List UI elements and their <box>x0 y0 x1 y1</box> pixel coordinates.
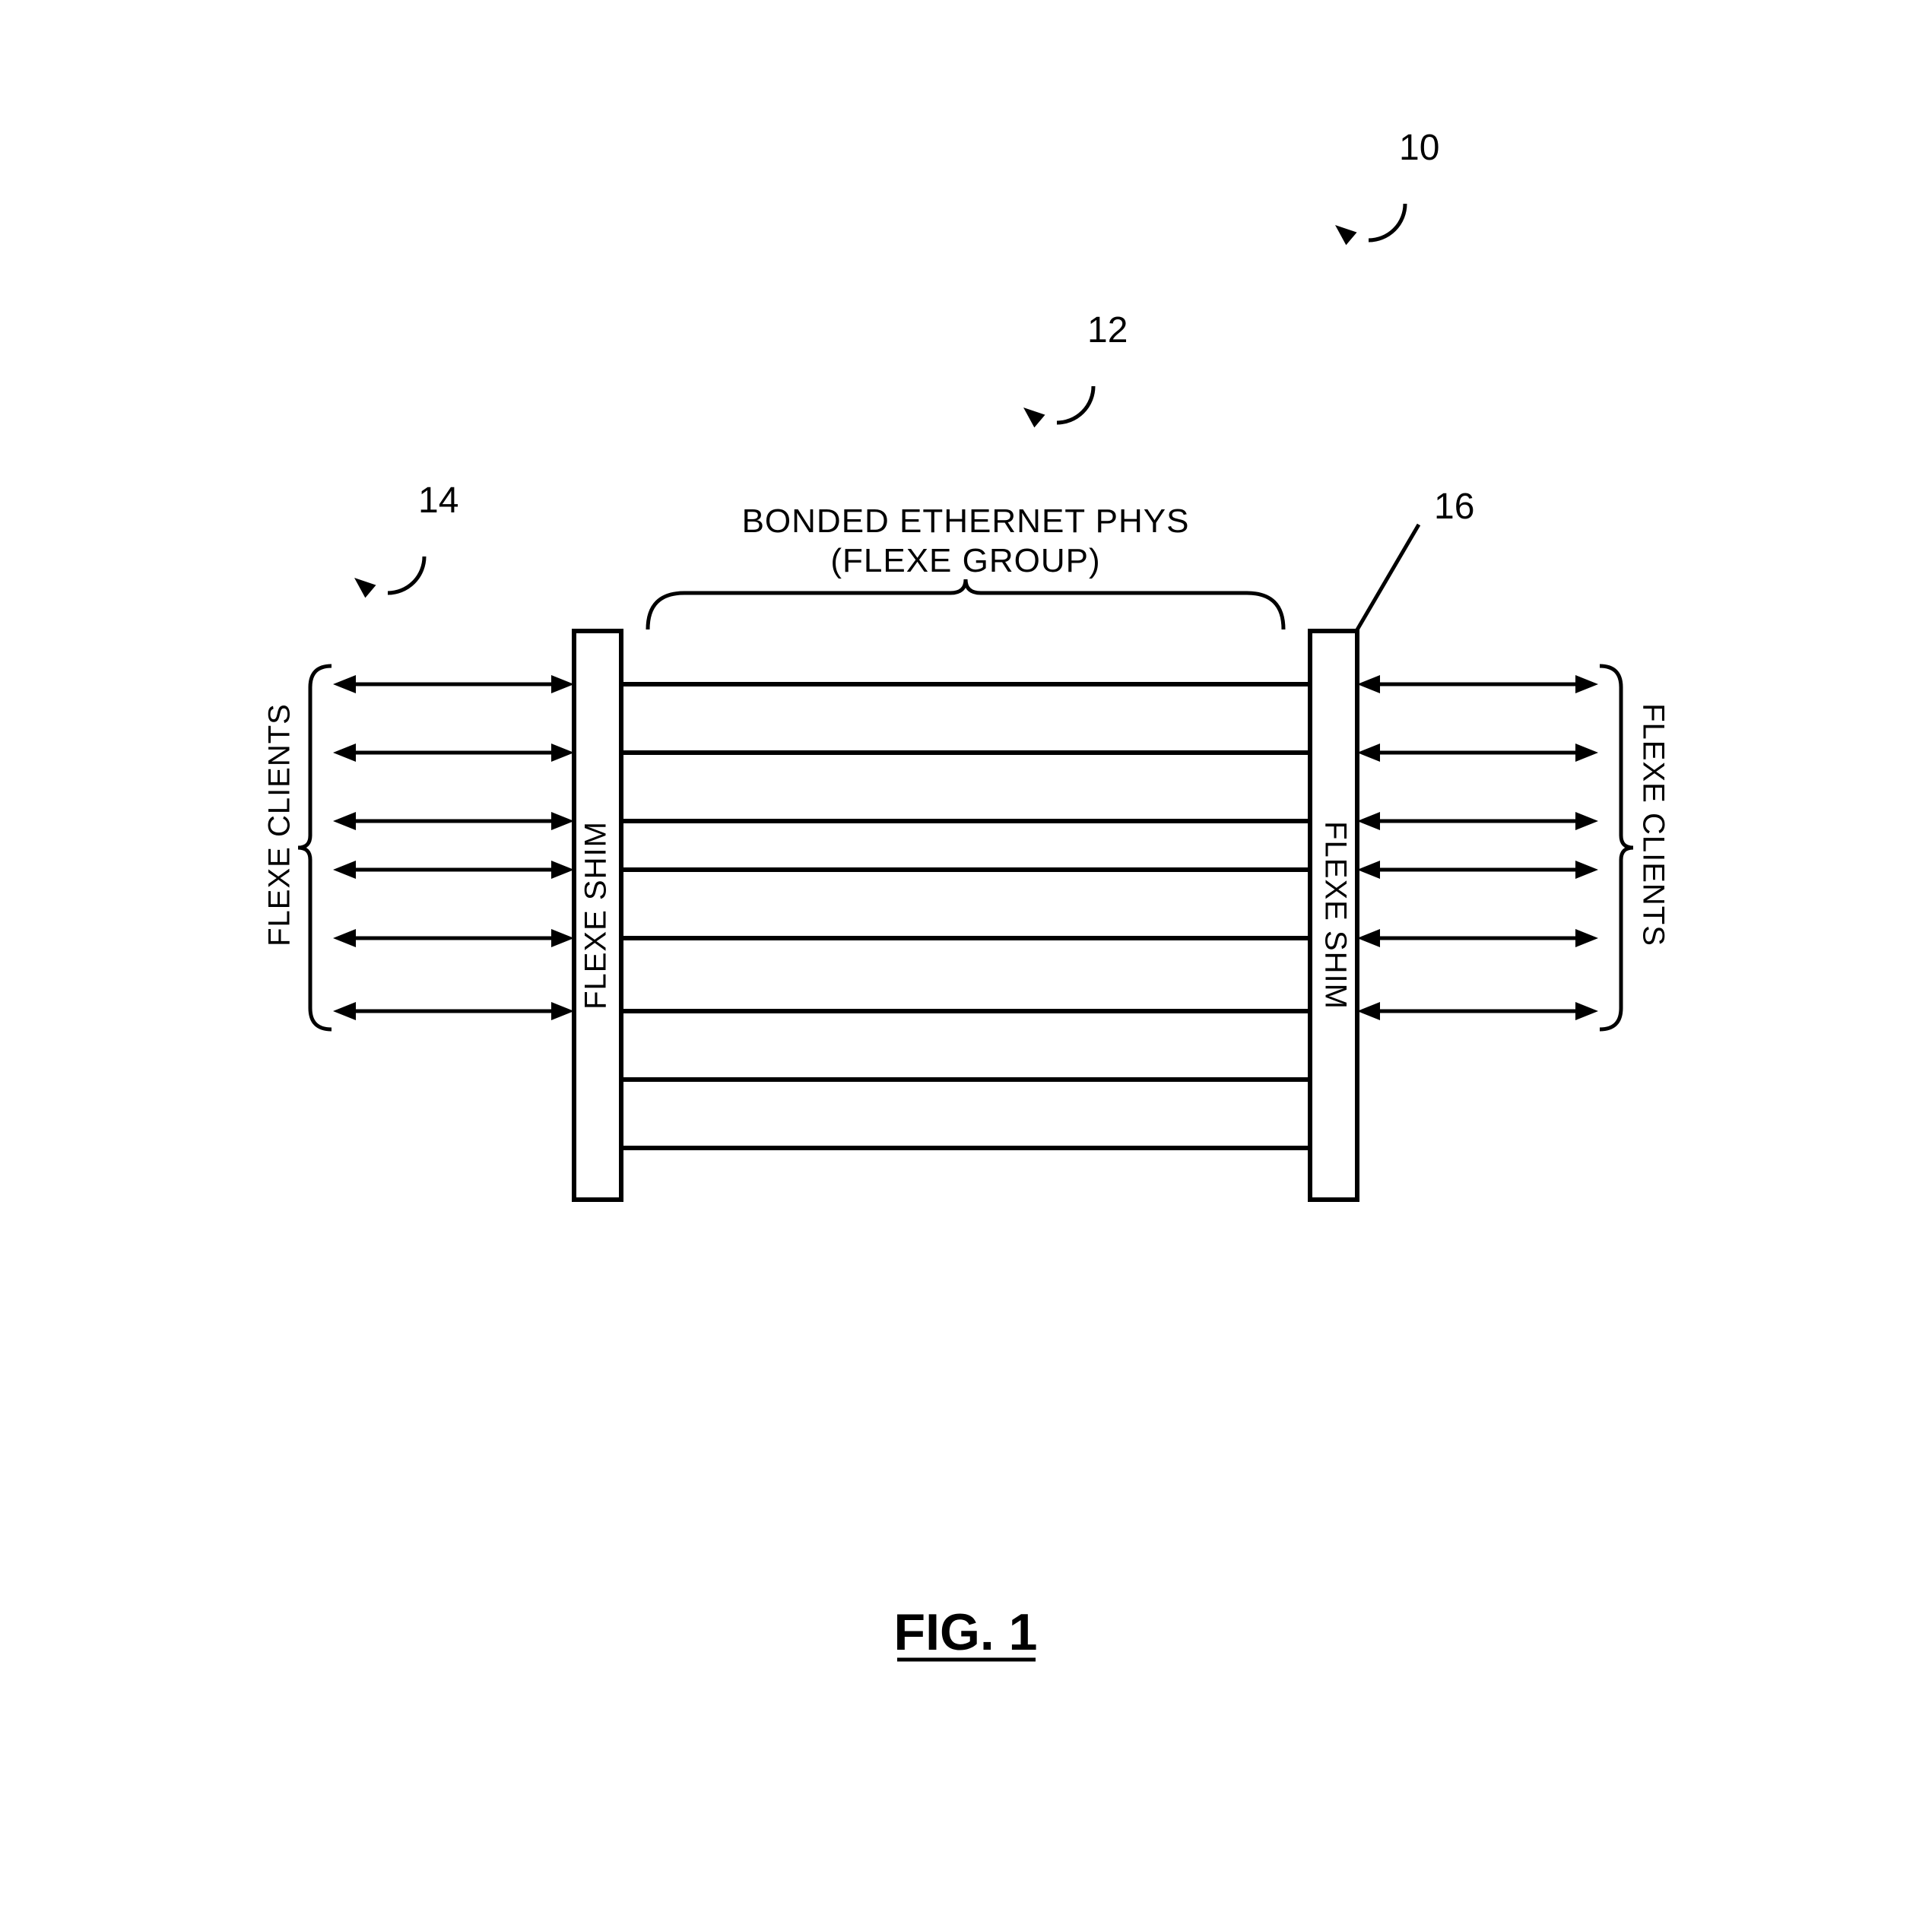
bonded-phys-label-2: (FLEXE GROUP) <box>830 542 1100 579</box>
bonded-phys-label-1: BONDED ETHERNET PHYS <box>742 503 1190 540</box>
figure-caption: FIG. 1 <box>894 1603 1038 1661</box>
clients-left-label: FLEXE CLIENTS <box>263 703 297 946</box>
ref-10-num: 10 <box>1399 128 1439 168</box>
ref-14-num: 14 <box>418 480 458 521</box>
shim-right-label: FLEXE SHIM <box>1318 821 1352 1010</box>
ref-12-num: 12 <box>1087 310 1128 350</box>
clients-right-label: FLEXE CLIENTS <box>1636 703 1670 946</box>
shim-left-label: FLEXE SHIM <box>579 821 613 1010</box>
figure-svg: BONDED ETHERNET PHYS(FLEXE GROUP) FLEXE S… <box>0 0 1932 1912</box>
ref-16-num: 16 <box>1434 487 1474 527</box>
